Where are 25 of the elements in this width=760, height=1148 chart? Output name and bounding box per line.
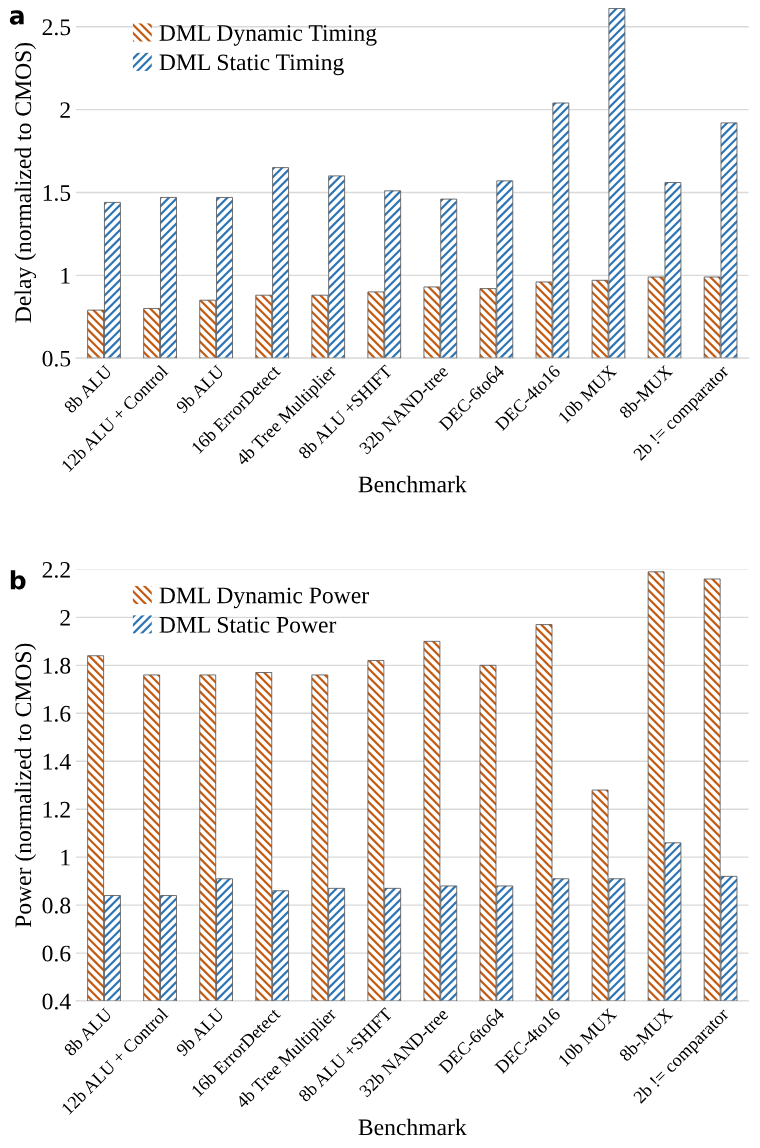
y-tick-label: 0.8 <box>42 897 71 914</box>
y-tick-label: 0.4 <box>42 993 71 1010</box>
y-tick-label: 0.6 <box>42 945 71 962</box>
x-axis-title: Benchmark <box>358 475 467 493</box>
chart-title: b <box>10 570 26 590</box>
y-tick-label: 1.2 <box>43 801 70 818</box>
chart-title: a <box>9 10 24 25</box>
y-tick-label: 2 <box>60 609 70 626</box>
y-tick-label: 0.5 <box>42 350 71 367</box>
y-tick-label: 2 <box>60 102 70 118</box>
legend-label: DML Static Power <box>159 616 337 633</box>
y-tick-label: 1.8 <box>43 657 71 674</box>
legend-label: DML Dynamic Timing <box>159 25 377 46</box>
y-tick-label: 1.4 <box>43 753 71 770</box>
y-tick-label: 1 <box>61 849 70 866</box>
legend-label: DML Dynamic Power <box>159 587 369 609</box>
y-tick-label: 1 <box>61 267 70 284</box>
y-tick-label: 1.6 <box>43 705 71 722</box>
legend-label: DML Static Timing <box>159 54 344 76</box>
y-axis-title: Power (normalized to CMOS) <box>14 643 37 928</box>
y-tick-label: 2.5 <box>42 19 71 36</box>
y-tick-label: 2.2 <box>42 561 70 578</box>
y-tick-label: 1.5 <box>43 185 71 201</box>
x-axis-title: Benchmark <box>358 1118 467 1136</box>
y-axis-title: Delay (normalized to CMOS) <box>14 42 37 323</box>
